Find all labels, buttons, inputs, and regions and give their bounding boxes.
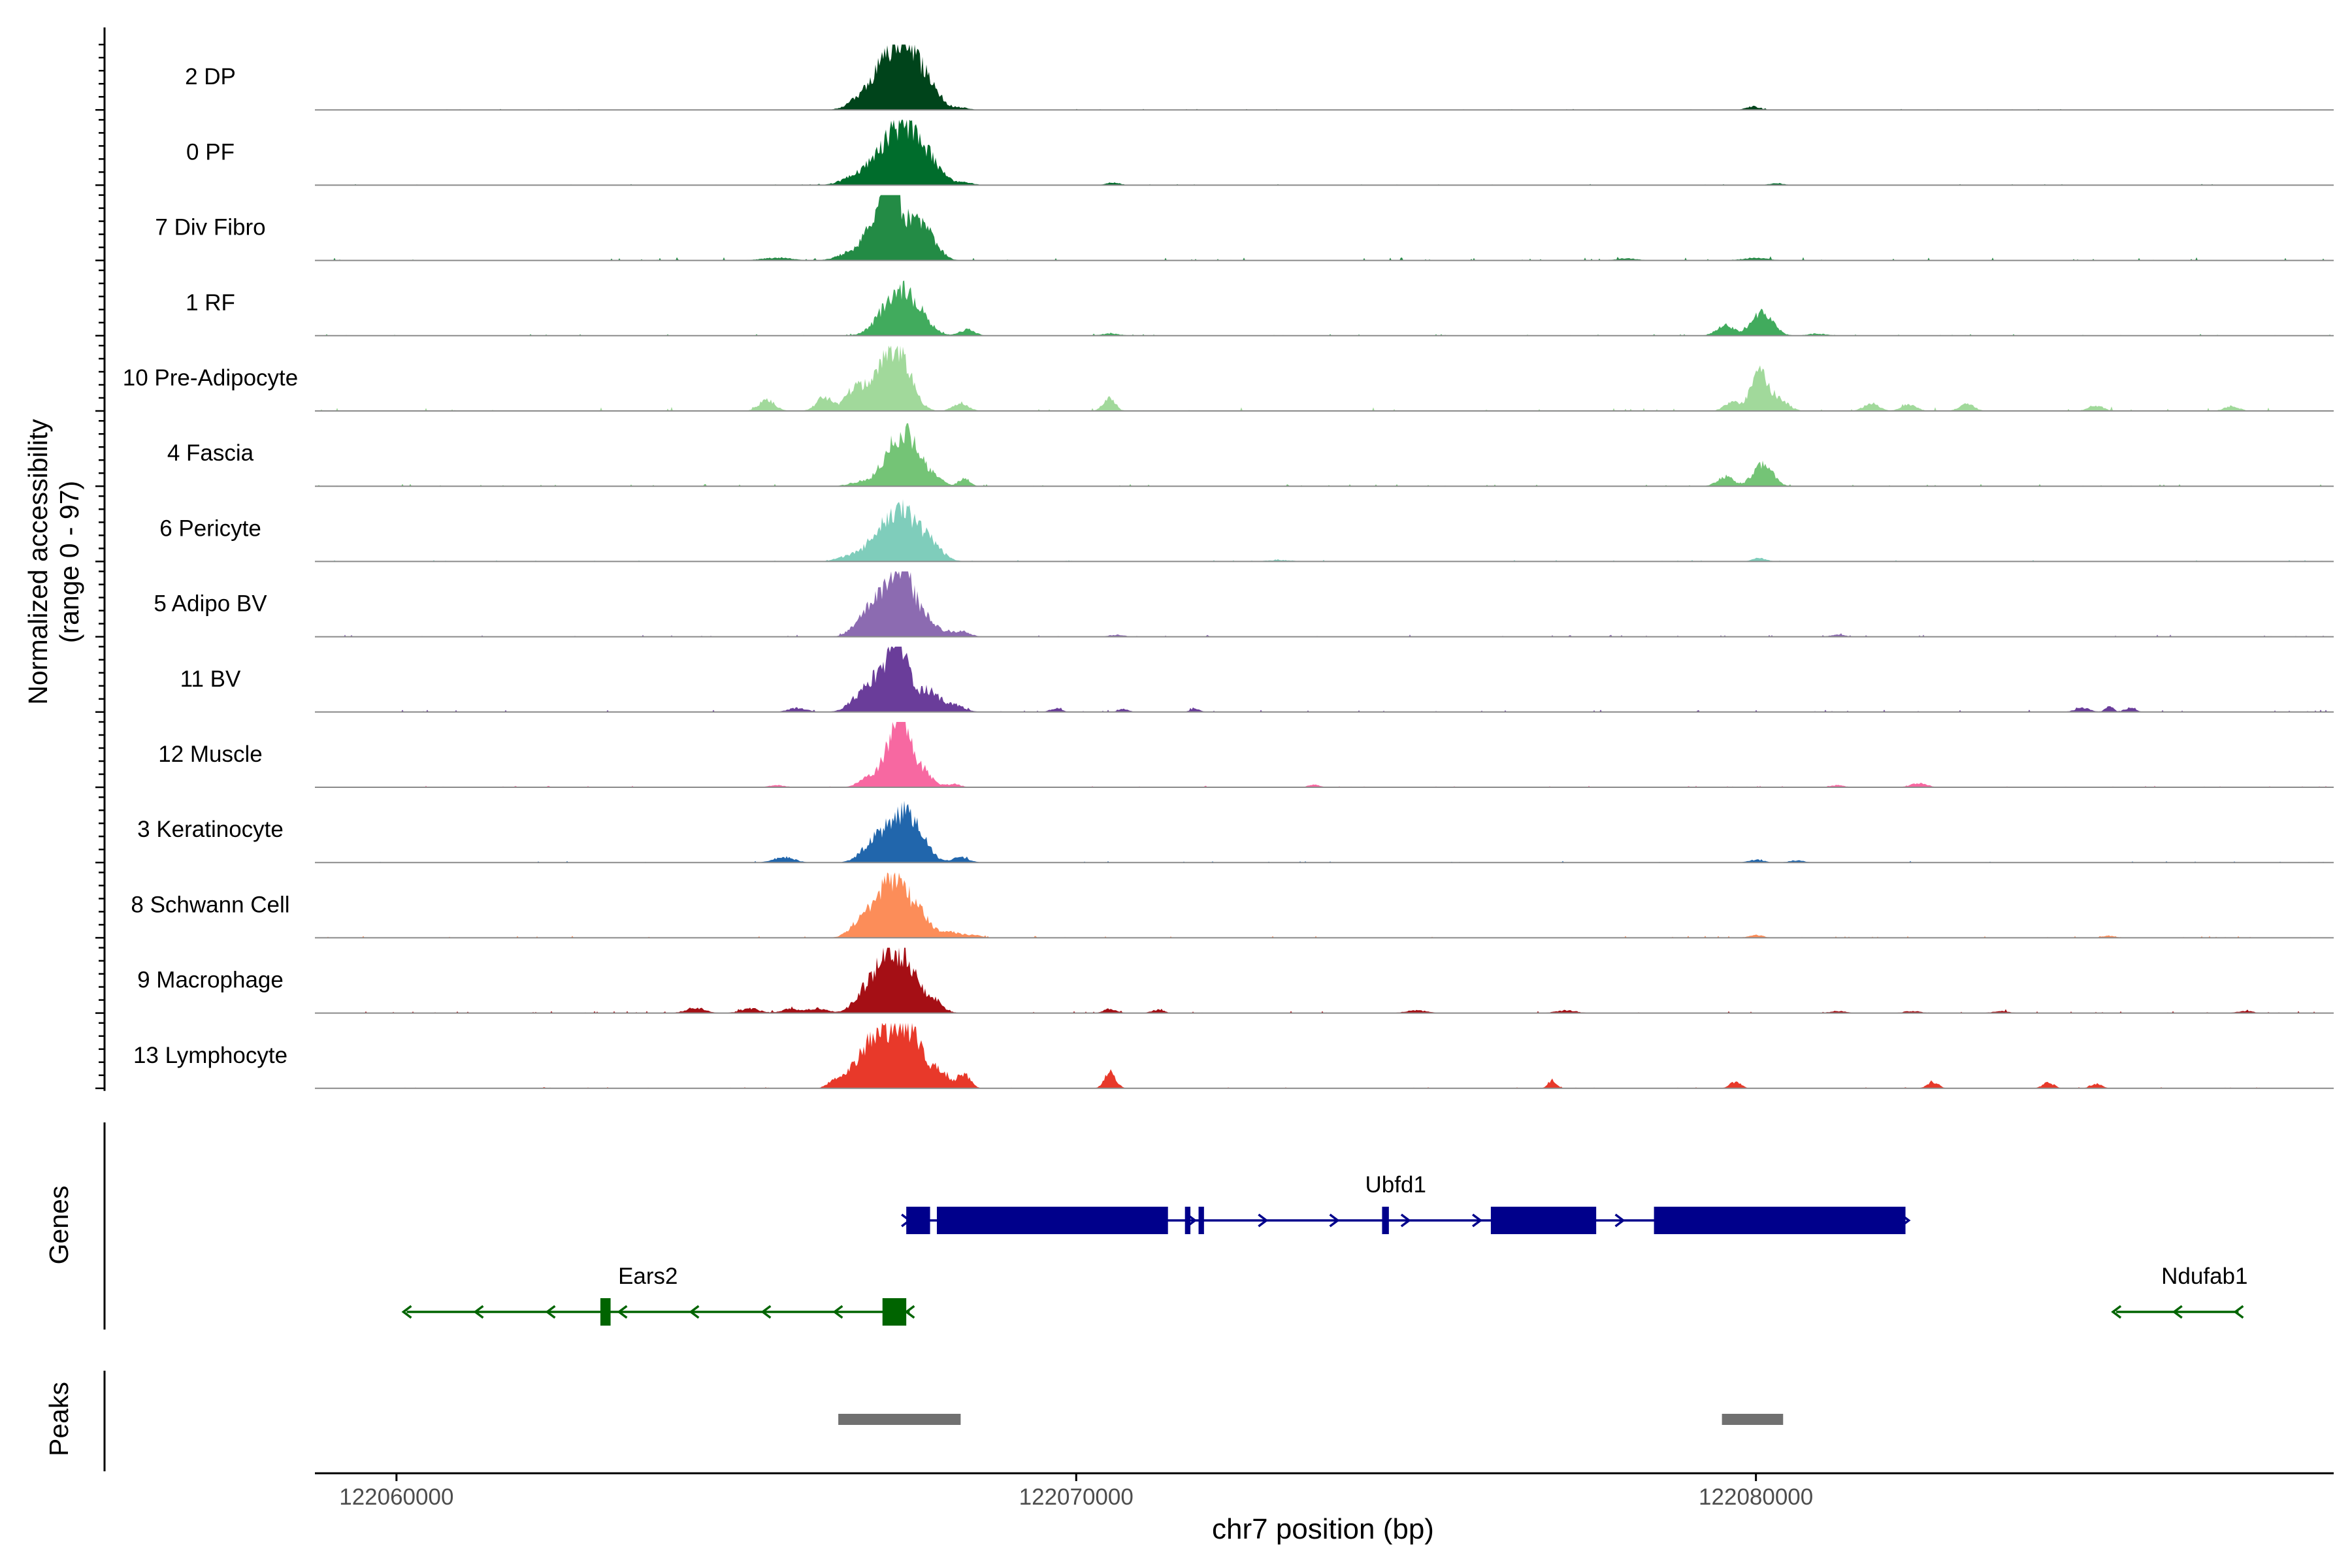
strand-arrow xyxy=(904,1305,915,1319)
track-8: 5 Adipo BV xyxy=(154,571,2334,638)
track-label: 3 Keratinocyte xyxy=(137,817,284,842)
genes-track-label: Genes xyxy=(44,1186,74,1265)
gene-ubfd1: Ubfd1 xyxy=(901,1172,1911,1234)
gene-exon xyxy=(906,1207,930,1234)
peaks-track: Peaks xyxy=(44,1371,1784,1471)
track-label: 13 Lymphocyte xyxy=(133,1043,287,1068)
x-tick-label: 122080000 xyxy=(1699,1484,1813,1510)
track-label: 6 Pericyte xyxy=(159,515,261,541)
track-label: 7 Div Fibro xyxy=(155,215,265,240)
gene-exon xyxy=(936,1207,1168,1234)
track-label: 9 Macrophage xyxy=(137,968,284,993)
track-12: 8 Schwann Cell xyxy=(131,872,2334,939)
gene-exon xyxy=(1490,1207,1597,1234)
track-4: 1 RF xyxy=(186,280,2334,336)
strand-arrow xyxy=(2233,1305,2244,1319)
gene-ndufab1: Ndufab1 xyxy=(2111,1264,2247,1319)
track-label: 8 Schwann Cell xyxy=(131,892,289,917)
strand-arrow xyxy=(2111,1305,2122,1319)
strand-arrow xyxy=(832,1305,843,1319)
x-axis: chr7 position (bp) 122060000 122070000 122… xyxy=(315,1472,2334,1545)
track-1: 2 DP xyxy=(185,44,2334,111)
x-axis-label: chr7 position (bp) xyxy=(1212,1513,1434,1545)
track-label: 10 Pre-Adipocyte xyxy=(123,365,298,391)
track-2: 0 PF xyxy=(186,120,2334,186)
peak-region xyxy=(1722,1414,1784,1425)
y-axis-label-line2: (range 0 - 97) xyxy=(54,481,84,643)
gene-track: Genes Ubfd1 Ears2 Ndufab1 xyxy=(44,1122,2247,1330)
strand-arrow xyxy=(545,1305,556,1319)
gene-label: Ears2 xyxy=(618,1264,678,1289)
gene-exon xyxy=(600,1298,611,1326)
track-label: 1 RF xyxy=(186,290,235,316)
y-axis: Normalized accessibility (range 0 - 97) xyxy=(23,27,106,1091)
strand-arrow xyxy=(401,1305,412,1319)
track-label: 2 DP xyxy=(185,64,236,90)
strand-arrow xyxy=(760,1305,772,1319)
gene-exon xyxy=(1184,1207,1191,1234)
gene-label: Ndufab1 xyxy=(2161,1264,2247,1289)
strand-arrow xyxy=(473,1305,484,1319)
track-13: 9 Macrophage xyxy=(137,947,2334,1014)
track-14: 13 Lymphocyte xyxy=(133,1022,2334,1089)
strand-arrow xyxy=(1614,1213,1625,1228)
strand-arrow xyxy=(1472,1213,1483,1228)
track-3: 7 Div Fibro xyxy=(155,195,2334,261)
track-10: 12 Muscle xyxy=(158,722,2334,788)
track-label: 11 BV xyxy=(180,666,241,692)
peaks-track-label: Peaks xyxy=(44,1382,74,1456)
coverage-tracks: 2 DP 0 PF 7 Div Fibro 1 RF 10 Pre-Adipocyte 4… xyxy=(123,44,2334,1089)
strand-arrow xyxy=(617,1305,628,1319)
strand-arrow xyxy=(1400,1213,1411,1228)
x-tick-label: 122060000 xyxy=(339,1484,453,1510)
track-label: 12 Muscle xyxy=(158,742,263,767)
y-axis-label-line1: Normalized accessibility xyxy=(23,419,53,705)
peak-region xyxy=(838,1414,961,1425)
track-label: 5 Adipo BV xyxy=(154,591,267,617)
track-label: 0 PF xyxy=(186,139,235,165)
gene-ears2: Ears2 xyxy=(401,1264,915,1326)
strand-arrow xyxy=(1258,1213,1269,1228)
gene-label: Ubfd1 xyxy=(1365,1172,1426,1198)
gene-exon xyxy=(1382,1207,1389,1234)
gene-exon xyxy=(882,1298,907,1326)
strand-arrow xyxy=(2172,1305,2183,1319)
track-label: 4 Fascia xyxy=(167,440,254,466)
track-9: 11 BV xyxy=(180,646,2334,713)
gene-exon xyxy=(1654,1207,1906,1234)
track-5: 10 Pre-Adipocyte xyxy=(123,346,2334,412)
x-tick-label: 122070000 xyxy=(1019,1484,1134,1510)
track-11: 3 Keratinocyte xyxy=(137,800,2334,864)
gene-exon xyxy=(1198,1207,1204,1234)
track-6: 4 Fascia xyxy=(167,423,2334,487)
strand-arrow xyxy=(1329,1213,1340,1228)
strand-arrow xyxy=(689,1305,700,1319)
track-7: 6 Pericyte xyxy=(159,499,2334,563)
